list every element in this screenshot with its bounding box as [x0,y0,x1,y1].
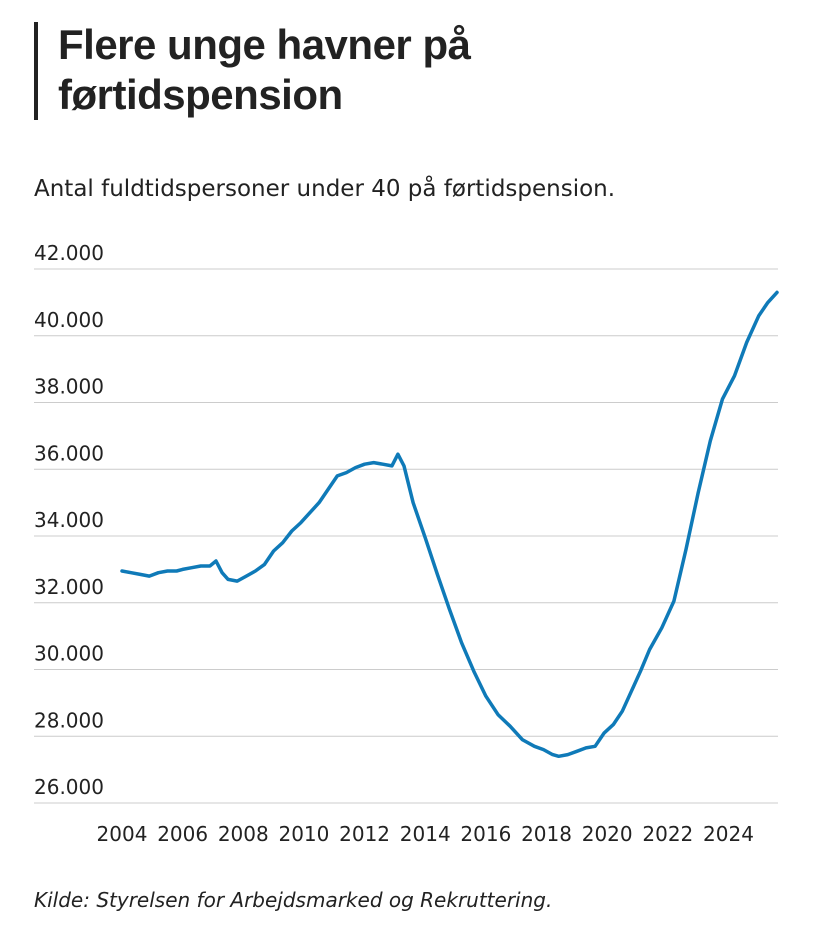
y-tick-label: 26.000 [34,775,104,799]
x-tick-label: 2020 [582,822,633,846]
x-tick-label: 2012 [339,822,390,846]
y-tick-label: 38.000 [34,375,104,399]
y-tick-label: 30.000 [34,642,104,666]
line-chart: 26.000 28.000 30.000 32.000 34.000 36.000 38.0… [34,241,779,846]
x-tick-label: 2006 [157,822,208,846]
x-tick-label: 2008 [218,822,269,846]
y-axis-ticks: 26.000 28.000 30.000 32.000 34.000 36.000 38.0… [34,241,104,799]
series-lines [120,290,779,759]
x-tick-label: 2010 [278,822,329,846]
x-tick-label: 2004 [97,822,148,846]
x-tick-label: 2022 [642,822,693,846]
series-line [120,290,779,759]
x-tick-label: 2018 [521,822,572,846]
y-tick-label: 28.000 [34,708,104,732]
chart-subtitle: Antal fuldtidspersoner under 40 på førti… [34,176,616,202]
x-axis-ticks: 2004 2006 2008 2010 2012 2014 2016 2018 2020 2022… [97,822,754,846]
x-tick-label: 2016 [460,822,511,846]
y-tick-label: 34.000 [34,508,104,532]
x-tick-label: 2024 [703,822,754,846]
page-title: Flere unge havner på førtidspension [58,21,471,118]
source-note: Kilde: Styrelsen for Arbejdsmarked og Re… [34,888,553,912]
y-tick-label: 40.000 [34,308,104,332]
y-tick-label: 42.000 [34,241,104,265]
y-tick-label: 32.000 [34,575,104,599]
gridlines [34,268,778,804]
title-accent-bar [34,22,38,120]
x-tick-label: 2014 [400,822,451,846]
y-tick-label: 36.000 [34,441,104,465]
